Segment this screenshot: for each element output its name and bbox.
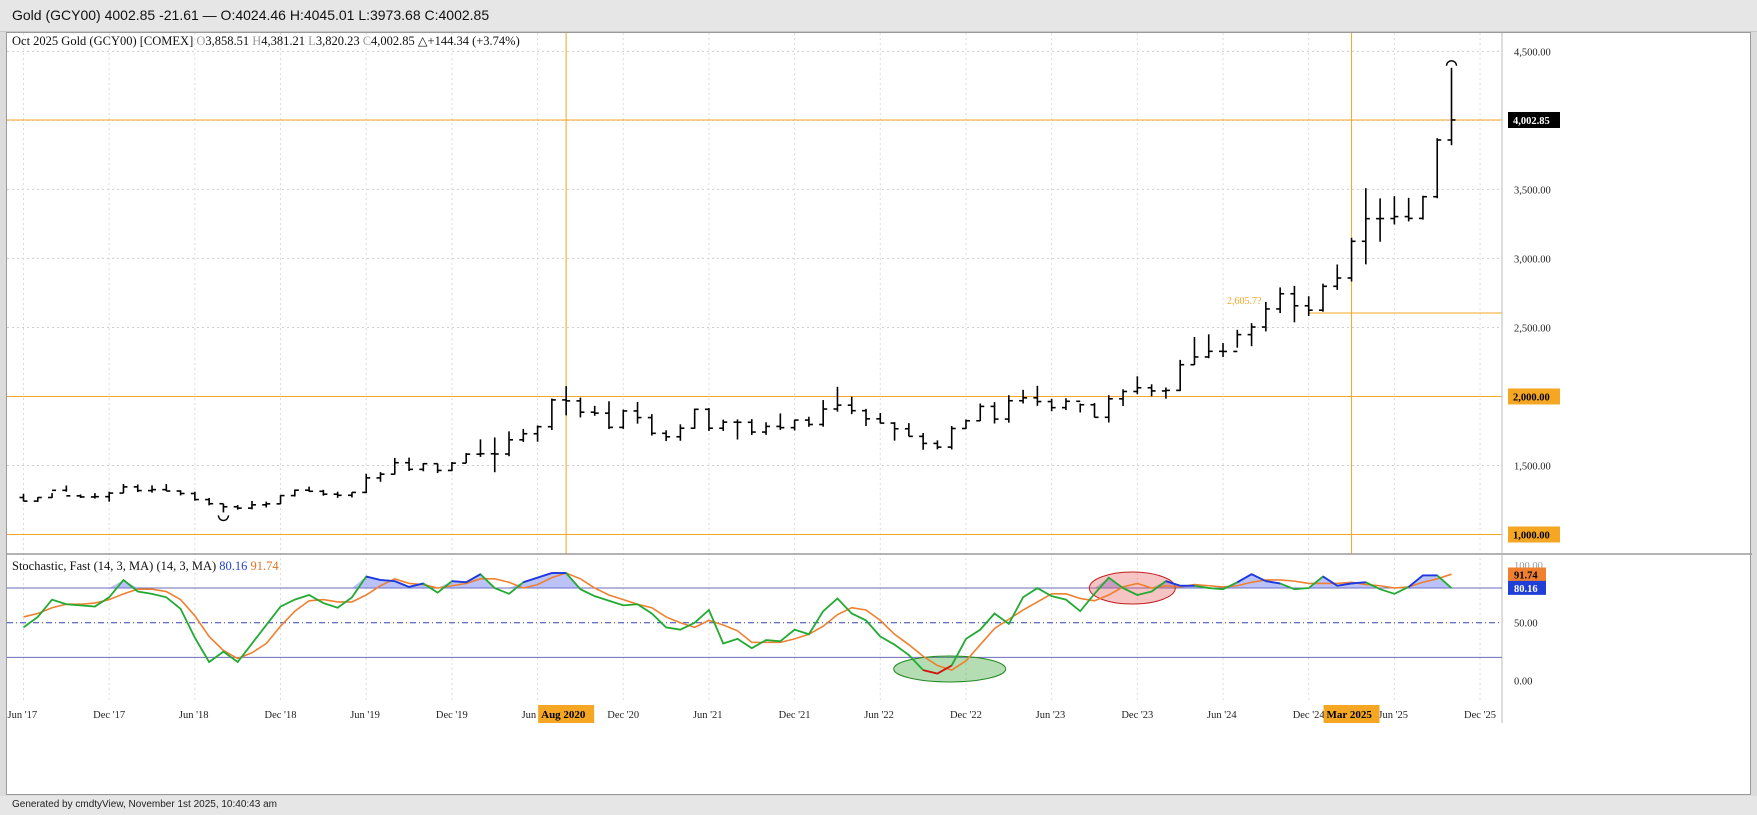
- x-axis-label: Dec '17: [93, 710, 125, 721]
- price-tick-label: 1,500.00: [1514, 461, 1551, 472]
- stoch-k-line[interactable]: [22, 572, 1453, 675]
- window-title-bar: Gold (GCY00) 4002.85 -21.61 — O:4024.46 …: [0, 0, 1757, 32]
- swing-low-marker: [217, 515, 230, 522]
- stoch-k-overbought-segment: [1408, 574, 1424, 588]
- price-level-badge: [1508, 111, 1560, 128]
- price-header: Oct 2025 Gold (GCY00) [COMEX] O3,858.51 …: [12, 34, 520, 48]
- stoch-k-overbought-segment: [1165, 580, 1181, 587]
- overbought-highlight-ellipse: [1088, 571, 1176, 605]
- price-tick-label: 3,500.00: [1514, 185, 1551, 196]
- x-axis-label: Jun: [522, 710, 537, 721]
- x-axis-label: Dec '22: [950, 710, 982, 721]
- price-level-badge-text: 4,002.85: [1513, 116, 1550, 127]
- stoch-k-overbought-segment: [1236, 573, 1253, 584]
- highlight-date-badge: [538, 705, 595, 723]
- x-axis-label: Jun '22: [864, 710, 894, 721]
- stoch-tick-label: 100.00: [1514, 561, 1543, 572]
- x-axis-label: Dec '19: [436, 710, 468, 721]
- stoch-k-badge: [1508, 580, 1546, 595]
- price-level-badge: [1508, 526, 1560, 543]
- stoch-k-overbought-segment: [523, 576, 538, 584]
- stoch-overbought-area: [437, 574, 495, 589]
- stoch-k-overbought-segment: [465, 573, 481, 584]
- price-tick-label: 4,500.00: [1514, 47, 1551, 58]
- x-axis-label: Dec '20: [607, 710, 639, 721]
- x-axis-label: Dec '23: [1121, 710, 1153, 721]
- x-axis-label: Jun '18: [179, 710, 209, 721]
- price-level-badge-text: 1,000.00: [1513, 531, 1550, 542]
- price-tick-label: 3,000.00: [1514, 254, 1551, 265]
- stoch-d-badge: [1508, 567, 1546, 582]
- highlight-date-label: Mar 2025: [1327, 709, 1373, 721]
- stoch-k-overbought-segment: [1337, 582, 1352, 587]
- x-axis-label: Jun '17: [8, 710, 38, 721]
- stoch-k-overbought-segment: [408, 582, 424, 588]
- footer-text: Generated by cmdtyView, November 1st 202…: [12, 799, 277, 810]
- stoch-k-overbought-segment: [1265, 580, 1281, 585]
- stoch-tick-label: 0.00: [1514, 677, 1532, 688]
- x-axis-label: Jun '24: [1207, 710, 1237, 721]
- x-axis-label: Jun '21: [693, 710, 723, 721]
- window-title: Gold (GCY00) 4002.85 -21.61 — O:4024.46 …: [12, 7, 490, 23]
- stoch-k-overbought-segment: [1251, 573, 1267, 582]
- highlight-date-label: Aug 2020: [541, 709, 586, 721]
- support-annotation: 2,605.7?: [1227, 296, 1262, 307]
- stoch-k-overbought-segment: [366, 575, 381, 581]
- stoch-header: Stochastic, Fast (14, 3, MA) (14, 3, MA)…: [12, 559, 279, 573]
- stoch-k-oversold-segment: [922, 669, 938, 675]
- x-axis-label: Dec '24: [1293, 710, 1326, 721]
- stoch-d-line[interactable]: [23, 572, 1452, 671]
- price-level-badge-text: 2,000.00: [1513, 392, 1550, 403]
- stoch-tick-label: 50.00: [1514, 619, 1538, 630]
- x-axis-label: Dec '18: [265, 710, 297, 721]
- stoch-k-overbought-segment: [1351, 581, 1366, 585]
- swing-high-marker: [1445, 60, 1458, 66]
- x-axis-label: Jun '23: [1036, 710, 1066, 721]
- x-axis-label: Jun '25: [1378, 710, 1408, 721]
- x-axis-label: Dec '25: [1464, 710, 1496, 721]
- price-level-badge: [1508, 388, 1560, 405]
- stoch-k-overbought-segment: [1322, 575, 1338, 587]
- stoch-k-overbought-segment: [537, 572, 553, 579]
- stoch-d-badge-text: 91.74: [1514, 570, 1538, 581]
- stoch-k-overbought-segment: [394, 580, 410, 588]
- chart-frame: 2,605.7? 1,500.00 2,500.00 3,000.00 3,500.00…: [6, 32, 1752, 796]
- chart-svg[interactable]: 2,605.7? 1,500.00 2,500.00 3,000.00 3,500.00…: [7, 33, 1752, 796]
- footer-bar: Generated by cmdtyView, November 1st 202…: [0, 796, 1757, 815]
- stoch-k-overbought-segment: [380, 579, 395, 583]
- stoch-k-oversold-segment: [936, 664, 953, 675]
- x-axis-label: Dec '21: [779, 710, 811, 721]
- stoch-k-overbought-segment: [451, 580, 467, 584]
- price-tick-label: 2,500.00: [1514, 323, 1551, 334]
- highlight-date-badge: [1323, 705, 1380, 723]
- stoch-k-badge-text: 80.16: [1514, 584, 1538, 595]
- x-axis-label: Jun '19: [350, 710, 380, 721]
